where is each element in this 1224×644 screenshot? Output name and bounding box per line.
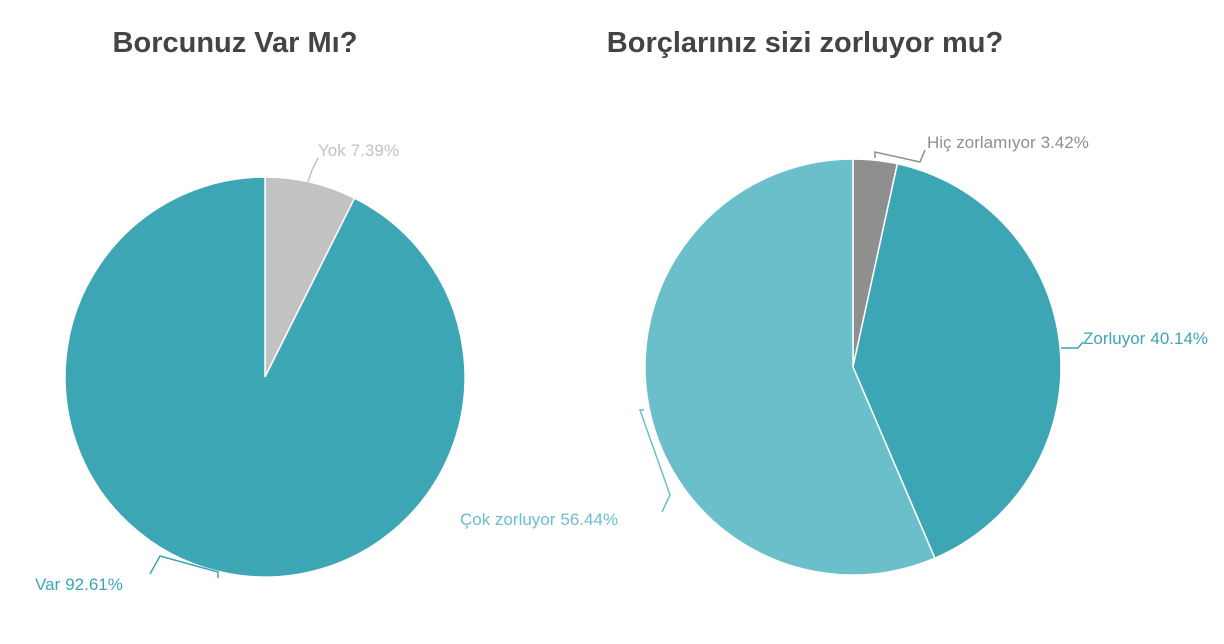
data-label-value: 40.14% <box>1150 329 1208 348</box>
data-label: Çok zorluyor 56.44% <box>460 510 618 529</box>
leader-line <box>874 149 926 163</box>
data-label-value: 3.42% <box>1041 133 1089 152</box>
pie-slice <box>852 162 1062 560</box>
leader-line <box>638 409 671 513</box>
leader-line <box>149 555 219 578</box>
data-label: Yok 7.39% <box>318 141 399 160</box>
chart-title: Borçlarınız sizi zorluyor mu? <box>607 27 1003 59</box>
data-label-category: Hiç zorlamıyor <box>927 133 1036 152</box>
data-label-category: Çok zorluyor <box>460 510 556 529</box>
data-label-category: Yok <box>318 141 346 160</box>
leader-line <box>1061 341 1084 349</box>
data-label-category: Zorluyor <box>1083 329 1146 348</box>
data-label: Hiç zorlamıyor 3.42% <box>927 133 1089 152</box>
leader-line <box>307 157 319 183</box>
data-label: Var 92.61% <box>35 575 123 594</box>
pie-slice <box>64 176 466 578</box>
data-label-value: 92.61% <box>65 575 123 594</box>
data-label-value: 7.39% <box>351 141 399 160</box>
chart-title: Borcunuz Var Mı? <box>113 27 358 59</box>
data-label-value: 56.44% <box>560 510 618 529</box>
pie-slice <box>644 158 936 576</box>
data-label-category: Var <box>35 575 61 594</box>
data-label: Zorluyor 40.14% <box>1083 329 1208 348</box>
